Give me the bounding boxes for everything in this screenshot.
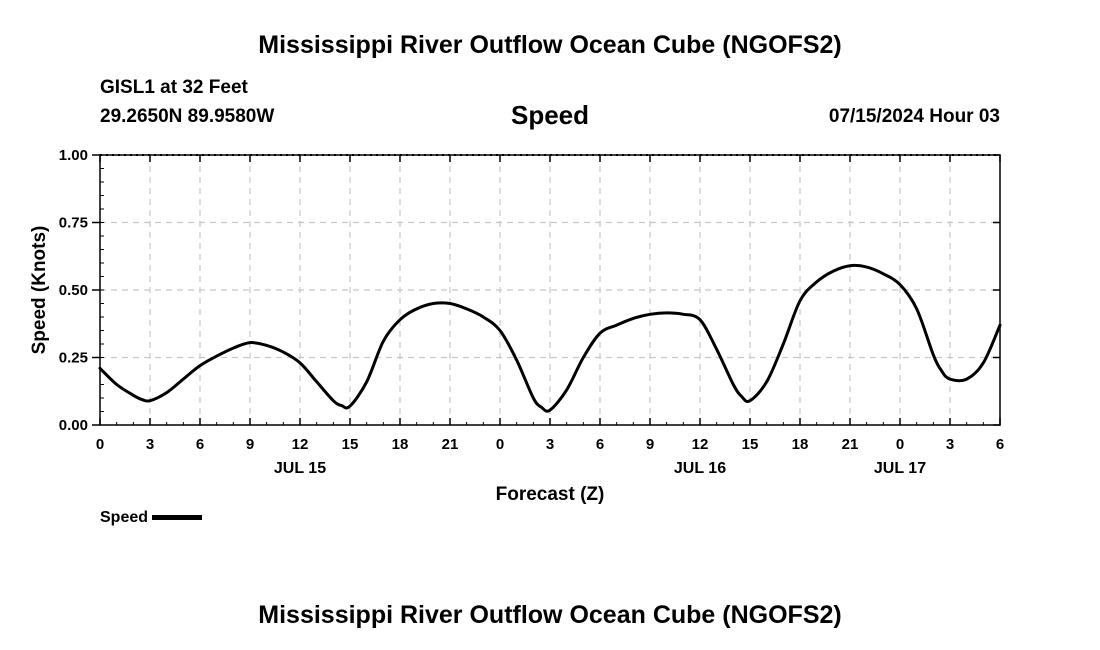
legend-label: Speed [100, 509, 149, 526]
grid-lines [100, 155, 1000, 425]
forecast-timestamp: 07/15/2024 Hour 03 [828, 106, 1000, 127]
x-tick-label: 12 [692, 436, 709, 453]
x-tick-label: 12 [292, 436, 309, 453]
x-date-label: JUL 15 [274, 460, 326, 477]
y-tick-label: 0.00 [59, 417, 88, 434]
x-tick-label: 3 [146, 436, 154, 453]
y-tick-label: 0.25 [59, 350, 88, 367]
x-tick-label: 3 [546, 436, 554, 453]
x-tick-label: 6 [596, 436, 604, 453]
x-tick-label: 9 [646, 436, 654, 453]
y-tick-label: 1.00 [59, 147, 88, 164]
x-axis-label: Forecast (Z) [496, 484, 605, 505]
x-tick-label: 15 [742, 436, 759, 453]
x-tick-label: 18 [392, 436, 409, 453]
x-date-label: JUL 16 [674, 460, 726, 477]
x-tick-label: 0 [496, 436, 504, 453]
y-tick-label: 0.75 [59, 215, 88, 232]
x-tick-label: 21 [442, 436, 459, 453]
chart-title: Mississippi River Outflow Ocean Cube (NG… [258, 31, 842, 59]
x-tick-label: 6 [196, 436, 204, 453]
y-axis-label: Speed (Knots) [29, 226, 50, 355]
x-tick-label: 0 [96, 436, 104, 453]
variable-title: Speed [510, 100, 590, 130]
y-tick-label: 0.50 [59, 282, 88, 299]
tick-labels: 0 3 6 9 12 15 18 21 0 3 6 9 12 15 18 21 0 3 6 JUL 15 JUL 16 J… [59, 147, 1004, 477]
legend: Speed [100, 509, 203, 527]
station-coords: 29.2650N 89.9580W [100, 106, 275, 127]
x-tick-label: 6 [996, 436, 1004, 453]
x-date-label: JUL 17 [874, 460, 926, 477]
footer-title: Mississippi River Outflow Ocean Cube (NG… [258, 601, 842, 629]
x-tick-label: 18 [792, 436, 809, 453]
x-tick-label: 21 [842, 436, 859, 453]
x-tick-label: 0 [896, 436, 904, 453]
x-tick-label: 15 [342, 436, 359, 453]
x-tick-label: 3 [946, 436, 954, 453]
station-label: GISL1 at 32 Feet [100, 77, 248, 98]
legend-swatch [152, 515, 203, 521]
speed-series-line [98, 263, 1002, 413]
series-group [98, 263, 1002, 413]
speed-chart: 0 3 6 9 12 15 18 21 0 3 6 9 12 15 18 21 0 3 6 JUL 15 JUL 16 J… [29, 147, 1004, 505]
x-tick-label: 9 [246, 436, 254, 453]
